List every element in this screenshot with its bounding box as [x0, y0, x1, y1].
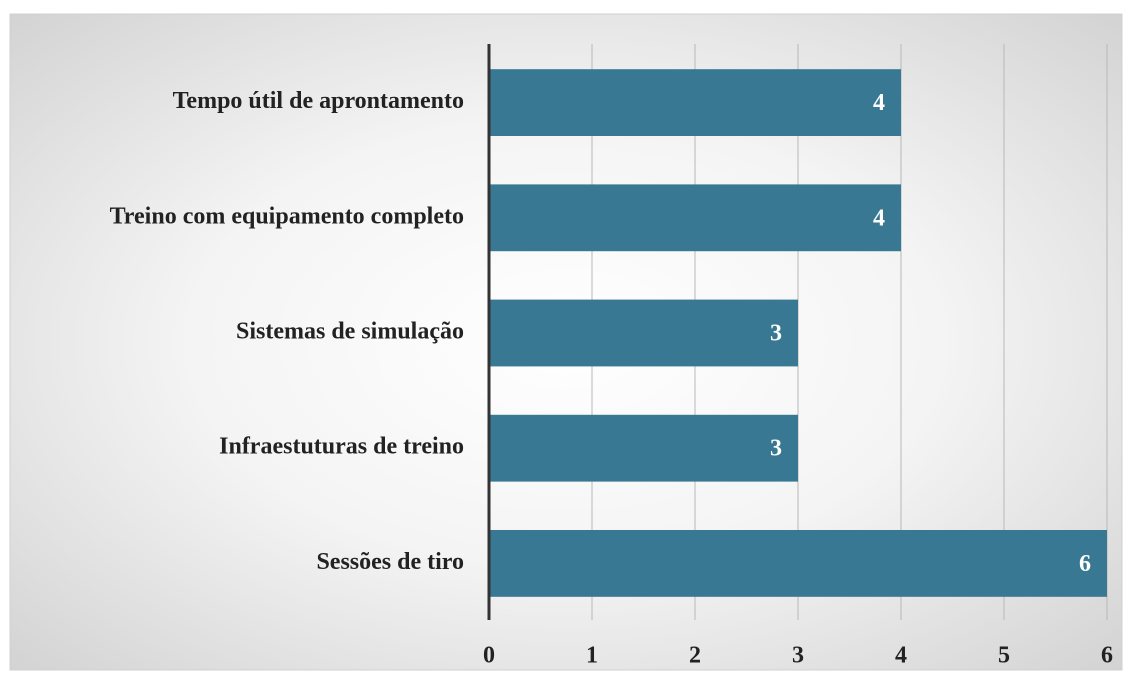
bar [489, 184, 901, 252]
x-tick-label: 0 [483, 643, 495, 669]
x-tick-label: 2 [689, 643, 701, 669]
y-tick-label: Tempo útil de aprontamento [173, 88, 464, 114]
bar [489, 529, 1107, 597]
bar [489, 299, 798, 367]
data-label: 6 [1079, 551, 1091, 577]
data-label: 4 [873, 205, 885, 231]
data-label: 3 [770, 321, 782, 347]
y-tick-label: Sistemas de simulação [236, 319, 464, 345]
y-tick-label: Infraestuturas de treino [219, 434, 464, 460]
data-label: 4 [873, 90, 885, 116]
x-tick-label: 3 [792, 643, 804, 669]
x-tick-label: 1 [586, 643, 598, 669]
data-label: 3 [770, 436, 782, 462]
y-tick-label: Sessões de tiro [316, 549, 464, 575]
y-tick-label: Treino com equipamento completo [110, 203, 464, 229]
x-tick-label: 4 [895, 643, 907, 669]
x-tick-label: 6 [1101, 643, 1113, 669]
bar [489, 69, 901, 137]
x-tick-label: 5 [998, 643, 1010, 669]
bar [489, 414, 798, 482]
